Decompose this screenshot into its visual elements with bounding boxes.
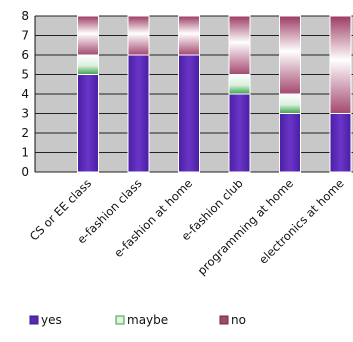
y-tick-label: 8 <box>21 9 29 23</box>
legend-label-maybe: maybe <box>127 313 168 327</box>
bars <box>77 15 352 173</box>
bar-segment-no <box>77 15 99 56</box>
bar-segment-no <box>279 15 301 95</box>
bar-segment-maybe <box>279 93 301 114</box>
x-tick-label: electronics at home <box>256 176 346 266</box>
bar-segment-no <box>178 15 200 56</box>
legend-label-no: no <box>231 313 246 327</box>
legend: yes maybe no <box>29 313 246 327</box>
y-tick-label: 7 <box>21 29 29 43</box>
bar-segment-yes <box>228 93 251 173</box>
bar-segment-maybe <box>77 54 99 75</box>
y-tick-label: 1 <box>21 146 29 160</box>
bar-segment-yes <box>279 113 301 173</box>
bar-segment-yes <box>77 74 99 173</box>
bar-segment-yes <box>127 54 150 173</box>
bar-segment-yes <box>178 54 200 173</box>
y-tick-label: 2 <box>21 126 29 140</box>
bar-segment-no <box>228 15 251 75</box>
legend-swatch-no <box>219 315 229 325</box>
y-tick-label: 4 <box>21 87 29 101</box>
bar-segment-no <box>329 15 352 114</box>
y-tick-label: 3 <box>21 107 29 121</box>
y-tick-label: 6 <box>21 48 29 62</box>
y-tick-label: 5 <box>21 68 29 82</box>
bar-segment-maybe <box>228 74 251 95</box>
y-tick-label: 0 <box>21 165 29 179</box>
legend-label-yes: yes <box>41 313 62 327</box>
legend-swatch-yes <box>29 315 39 325</box>
legend-swatch-maybe <box>115 315 125 325</box>
bar-segment-yes <box>329 113 352 173</box>
bar-segment-no <box>127 15 150 56</box>
x-tick-label: programming at home <box>195 176 297 278</box>
